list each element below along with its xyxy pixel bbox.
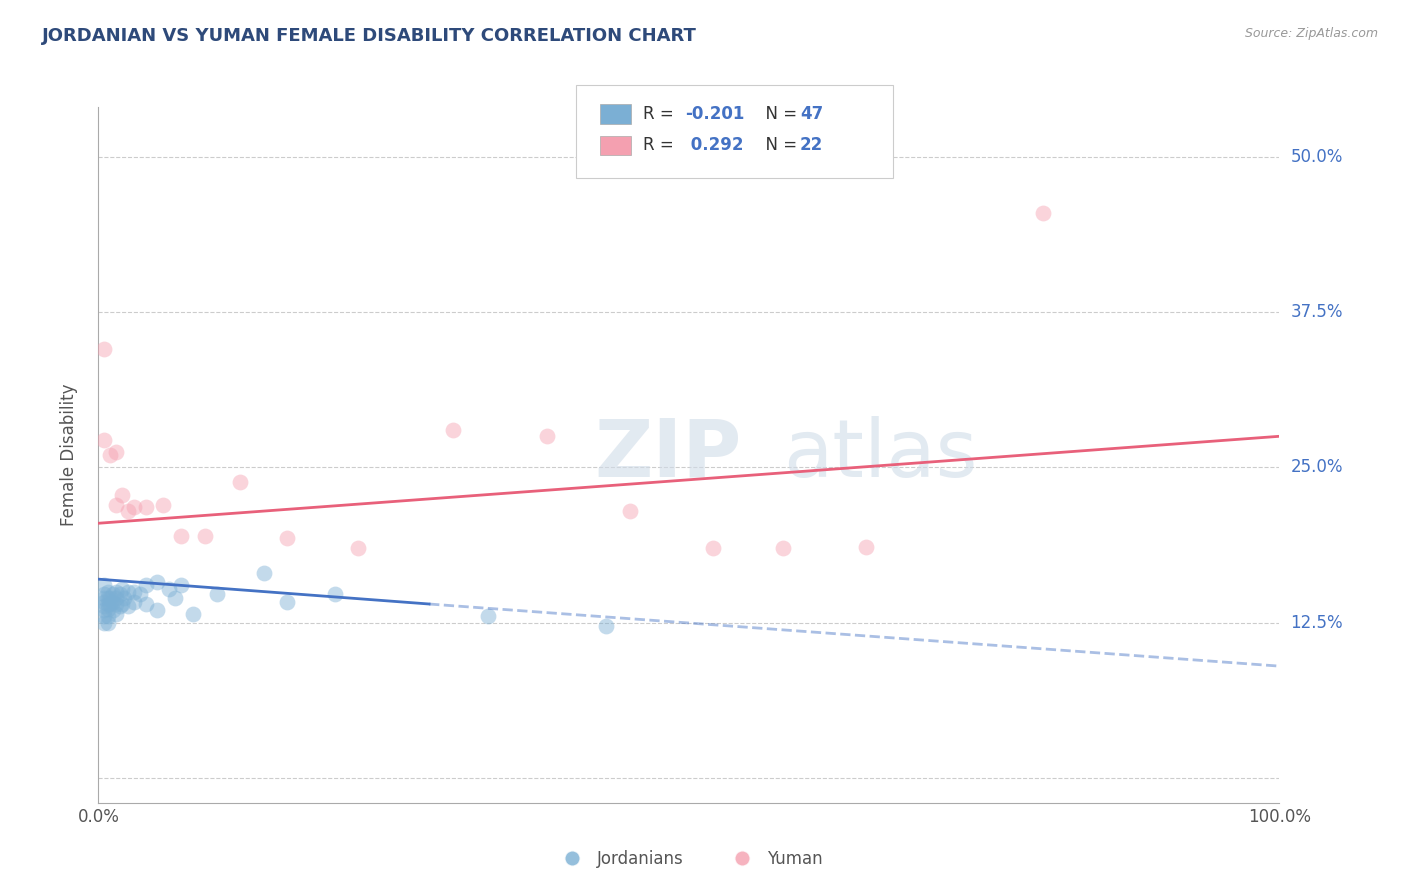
- Point: [93, 343, 115, 357]
- Point: [97, 591, 120, 605]
- Point: [205, 587, 228, 601]
- Point: [97, 584, 120, 599]
- Legend: Jordanians, Yuman: Jordanians, Yuman: [548, 843, 830, 874]
- Y-axis label: Female Disability: Female Disability: [59, 384, 77, 526]
- Point: [93, 433, 115, 447]
- Point: [97, 602, 120, 616]
- Point: [276, 594, 298, 608]
- Point: [122, 500, 145, 514]
- Text: 12.5%: 12.5%: [1291, 614, 1343, 632]
- Text: N =: N =: [755, 105, 803, 123]
- Point: [93, 603, 115, 617]
- Point: [105, 584, 128, 599]
- Point: [105, 597, 128, 611]
- Point: [152, 498, 174, 512]
- Point: [536, 429, 558, 443]
- Text: 0.292: 0.292: [685, 136, 744, 154]
- Text: JORDANIAN VS YUMAN FEMALE DISABILITY CORRELATION CHART: JORDANIAN VS YUMAN FEMALE DISABILITY COR…: [42, 27, 697, 45]
- Point: [112, 591, 135, 605]
- Point: [93, 587, 115, 601]
- Point: [253, 566, 276, 580]
- Text: 47: 47: [800, 105, 824, 123]
- Point: [146, 574, 169, 589]
- Point: [276, 531, 298, 545]
- Point: [93, 615, 115, 630]
- Point: [93, 599, 115, 614]
- Text: R =: R =: [643, 136, 679, 154]
- Point: [772, 541, 794, 555]
- Point: [165, 591, 187, 605]
- Point: [111, 488, 134, 502]
- Point: [111, 582, 134, 596]
- Point: [441, 423, 464, 437]
- Point: [170, 529, 193, 543]
- Point: [93, 609, 115, 624]
- Point: [105, 445, 128, 459]
- Point: [170, 578, 193, 592]
- Point: [619, 504, 641, 518]
- Text: Source: ZipAtlas.com: Source: ZipAtlas.com: [1244, 27, 1378, 40]
- Point: [105, 498, 128, 512]
- Point: [105, 591, 128, 605]
- Text: atlas: atlas: [783, 416, 977, 494]
- Point: [97, 597, 120, 611]
- Point: [323, 587, 346, 601]
- Text: -0.201: -0.201: [685, 105, 744, 123]
- Text: N =: N =: [755, 136, 803, 154]
- Point: [117, 584, 139, 599]
- Point: [135, 500, 157, 514]
- Text: R =: R =: [643, 105, 679, 123]
- Point: [122, 584, 145, 599]
- Point: [135, 597, 157, 611]
- Point: [157, 582, 180, 596]
- Point: [229, 475, 252, 490]
- Text: ZIP: ZIP: [595, 416, 742, 494]
- Point: [97, 609, 120, 624]
- Point: [93, 578, 115, 592]
- Point: [117, 504, 139, 518]
- Point: [108, 587, 131, 601]
- Point: [595, 619, 617, 633]
- Point: [101, 594, 124, 608]
- Point: [101, 587, 124, 601]
- Point: [97, 615, 120, 630]
- Point: [93, 594, 115, 608]
- Point: [122, 594, 145, 608]
- Point: [105, 607, 128, 621]
- Text: 22: 22: [800, 136, 824, 154]
- Point: [98, 448, 121, 462]
- Point: [117, 599, 139, 614]
- Point: [128, 587, 150, 601]
- Point: [135, 578, 157, 592]
- Point: [111, 597, 134, 611]
- Point: [101, 603, 124, 617]
- Point: [855, 540, 877, 554]
- Text: 37.5%: 37.5%: [1291, 303, 1343, 321]
- Point: [93, 591, 115, 605]
- Point: [108, 599, 131, 614]
- Text: 50.0%: 50.0%: [1291, 148, 1343, 166]
- Point: [194, 529, 217, 543]
- Point: [1032, 205, 1054, 219]
- Point: [347, 541, 370, 555]
- Text: 25.0%: 25.0%: [1291, 458, 1343, 476]
- Point: [98, 597, 121, 611]
- Point: [477, 609, 499, 624]
- Point: [146, 603, 169, 617]
- Point: [181, 607, 204, 621]
- Point: [98, 591, 121, 605]
- Point: [702, 541, 724, 555]
